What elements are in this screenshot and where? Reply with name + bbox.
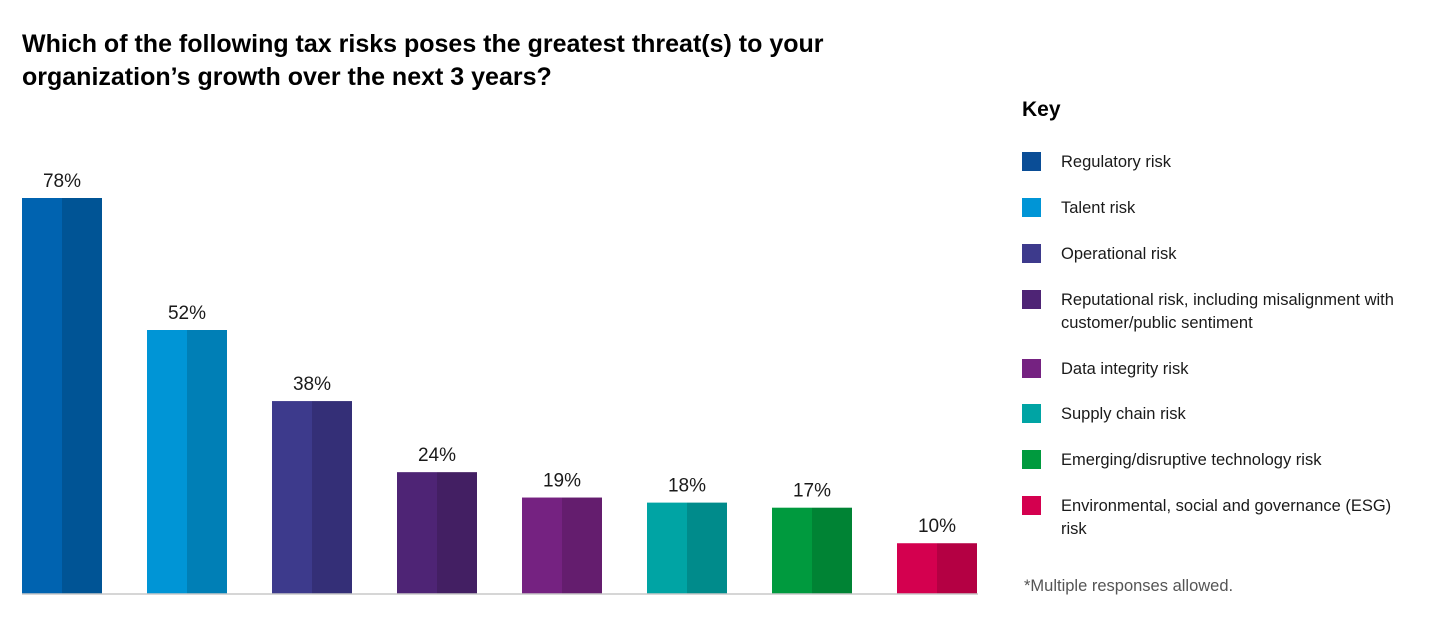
legend-item-operational-risk: Operational risk: [1022, 243, 1422, 266]
bar-data-integrity-risk: [522, 497, 562, 594]
legend-label: Environmental, social and governance (ES…: [1061, 497, 1392, 538]
data-label-regulatory-risk: 78%: [43, 171, 81, 192]
bars-group: 78% 52% 38% 24% 19% 18% 17% 10%: [22, 171, 977, 594]
bar-supply-chain-risk: [647, 502, 687, 594]
legend-swatch: [1022, 496, 1041, 515]
bar-shade-operational-risk: [312, 401, 352, 594]
legend-label: Supply chain risk: [1061, 405, 1186, 423]
data-label-emerging-technology-risk: 17%: [793, 481, 831, 502]
data-label-talent-risk: 52%: [168, 303, 206, 324]
data-label-reputational-risk: 24%: [418, 445, 456, 466]
bar-chart: 78% 52% 38% 24% 19% 18% 17% 10%: [22, 171, 978, 595]
bar-shade-regulatory-risk: [62, 198, 102, 594]
bar-operational-risk: [272, 401, 312, 594]
legend-label: Data integrity risk: [1061, 360, 1189, 378]
chart-title: Which of the following tax risks poses t…: [22, 30, 824, 91]
legend-label: Operational risk: [1061, 245, 1177, 263]
legend-swatch: [1022, 198, 1041, 217]
legend-item-regulatory-risk: Regulatory risk: [1022, 151, 1422, 174]
legend-label: Regulatory risk: [1061, 153, 1172, 171]
bar-esg-risk: [897, 543, 937, 594]
legend-item-emerging-technology-risk: Emerging/disruptive technology risk: [1022, 449, 1422, 472]
bar-shade-supply-chain-risk: [687, 502, 727, 594]
bar-emerging-technology-risk: [772, 507, 812, 594]
legend-label: Talent risk: [1061, 199, 1136, 217]
legend-item-reputational-risk: Reputational risk, including misalignmen…: [1022, 289, 1422, 335]
legend-item-esg-risk: Environmental, social and governance (ES…: [1022, 495, 1422, 541]
footnote: *Multiple responses allowed.: [1024, 577, 1234, 595]
bar-shade-esg-risk: [937, 543, 977, 594]
legend-item-data-integrity-risk: Data integrity risk: [1022, 358, 1422, 381]
data-label-operational-risk: 38%: [293, 374, 331, 395]
legend: Key Regulatory risk Talent risk Operatio…: [1022, 98, 1422, 538]
legend-title: Key: [1022, 98, 1061, 121]
bar-shade-reputational-risk: [437, 472, 477, 594]
legend-item-supply-chain-risk: Supply chain risk: [1022, 403, 1422, 426]
legend-label: Emerging/disruptive technology risk: [1061, 451, 1322, 469]
bar-shade-emerging-technology-risk: [812, 507, 852, 594]
bar-shade-talent-risk: [187, 330, 227, 594]
legend-label: Reputational risk, including misalignmen…: [1061, 291, 1394, 332]
bar-regulatory-risk: [22, 198, 62, 594]
data-label-supply-chain-risk: 18%: [668, 476, 706, 497]
bar-shade-data-integrity-risk: [562, 497, 602, 594]
legend-item-talent-risk: Talent risk: [1022, 197, 1422, 220]
legend-swatch: [1022, 404, 1041, 423]
bar-reputational-risk: [397, 472, 437, 594]
legend-swatch: [1022, 359, 1041, 378]
legend-swatch: [1022, 450, 1041, 469]
bar-talent-risk: [147, 330, 187, 594]
legend-swatch: [1022, 152, 1041, 171]
data-label-data-integrity-risk: 19%: [543, 471, 581, 492]
legend-swatch: [1022, 290, 1041, 309]
legend-swatch: [1022, 244, 1041, 263]
data-label-esg-risk: 10%: [918, 516, 956, 537]
